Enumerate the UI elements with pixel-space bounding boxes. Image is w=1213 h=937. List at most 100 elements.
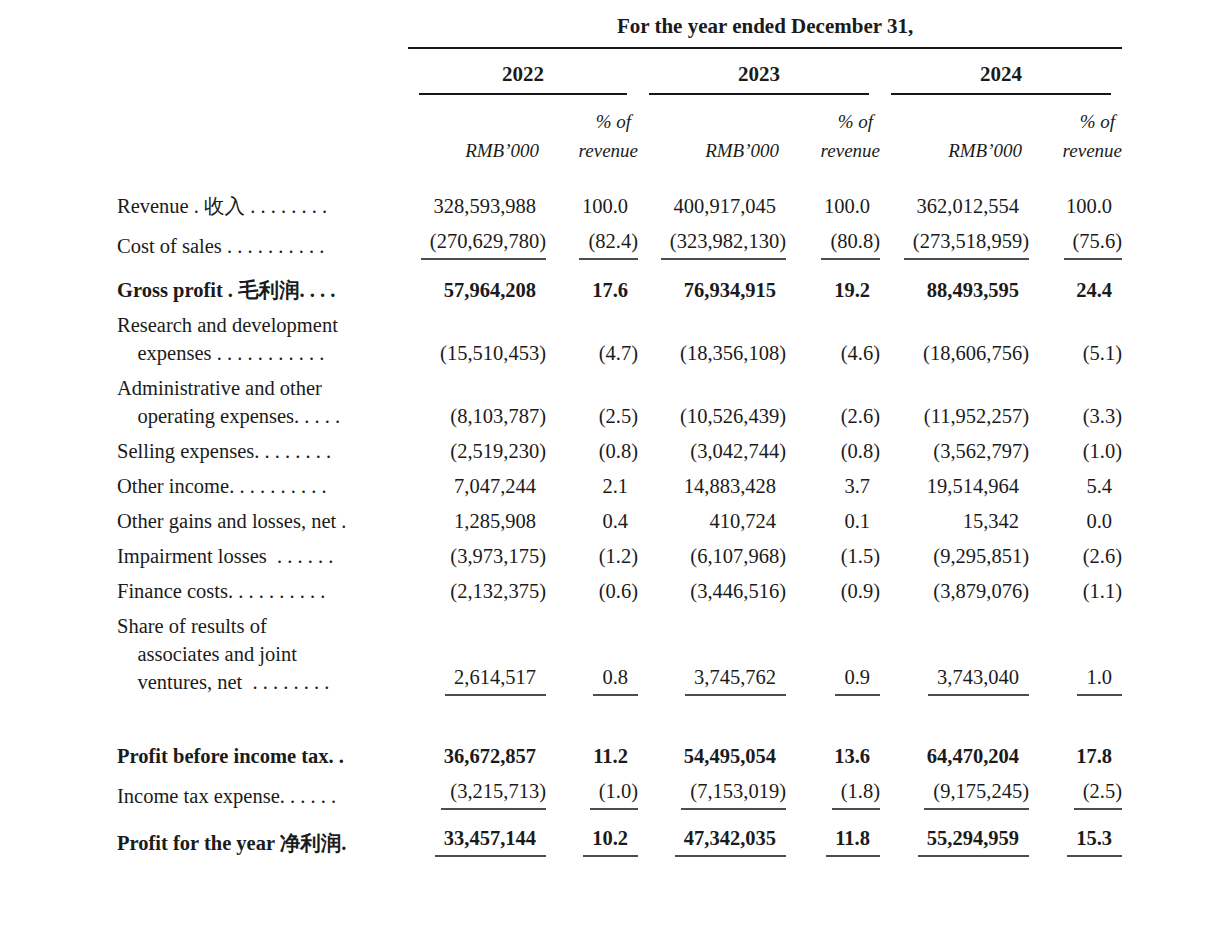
pct-2022: 11.2 xyxy=(546,696,638,770)
pct-2022: (4.7) xyxy=(546,304,638,367)
row-cost-of-sales: Cost of sales . . . . . . . . . . (270,6… xyxy=(117,220,1122,260)
value-2022: (2,132,375) xyxy=(408,570,546,605)
value-2023: 410,724 xyxy=(638,500,786,535)
year-header-2024: 2024 xyxy=(880,48,1122,95)
pct-2024: 17.8 xyxy=(1029,696,1122,770)
value-2022: 36,672,857 xyxy=(408,696,546,770)
value-2022: 7,047,244 xyxy=(408,465,546,500)
value-2022: 57,964,208 xyxy=(408,260,546,304)
value-2024: (11,952,257) xyxy=(880,367,1029,430)
pct-2023: 0.9 xyxy=(786,605,880,696)
period-header-row: For the year ended December 31, xyxy=(117,12,1122,48)
value-2024: 55,294,959 xyxy=(880,810,1029,857)
unit-label: RMB’000 xyxy=(408,136,546,165)
pct-2022: (82.4) xyxy=(546,220,638,260)
pct-2022: 0.4 xyxy=(546,500,638,535)
value-2023: 76,934,915 xyxy=(638,260,786,304)
pct-2022: 17.6 xyxy=(546,260,638,304)
value-2023: (3,042,744) xyxy=(638,430,786,465)
pct-2024: 0.0 xyxy=(1029,500,1122,535)
year-header-2023: 2023 xyxy=(638,48,880,95)
row-label: Administrative and other operating expen… xyxy=(117,367,408,430)
pct-2022: 2.1 xyxy=(546,465,638,500)
row-other-gains-losses: Other gains and losses, net . 1,285,908 … xyxy=(117,500,1122,535)
value-2022: (8,103,787) xyxy=(408,367,546,430)
pct-2024: 5.4 xyxy=(1029,465,1122,500)
pct-2022: (1.0) xyxy=(546,770,638,810)
value-2024: (9,295,851) xyxy=(880,535,1029,570)
header-spacer xyxy=(117,95,408,165)
value-2024: (273,518,959) xyxy=(880,220,1029,260)
pct-2023: (0.9) xyxy=(786,570,880,605)
row-label: Cost of sales . . . . . . . . . . xyxy=(117,220,408,260)
unit-label: RMB’000 xyxy=(880,136,1029,165)
value-2022: (2,519,230) xyxy=(408,430,546,465)
value-2022: 33,457,144 xyxy=(408,810,546,857)
row-other-income: Other income. . . . . . . . . . 7,047,24… xyxy=(117,465,1122,500)
pct-2023: (0.8) xyxy=(786,430,880,465)
value-2024: 64,470,204 xyxy=(880,696,1029,770)
row-impairment-losses: Impairment losses . . . . . . (3,973,175… xyxy=(117,535,1122,570)
row-label: Share of results of associates and joint… xyxy=(117,605,408,696)
value-2024: 362,012,554 xyxy=(880,165,1029,220)
value-2023: (18,356,108) xyxy=(638,304,786,367)
pct-2024: (5.1) xyxy=(1029,304,1122,367)
value-2023: 400,917,045 xyxy=(638,165,786,220)
pct-of-label: % of xyxy=(786,107,880,136)
value-2023: (10,526,439) xyxy=(638,367,786,430)
row-selling-expenses: Selling expenses. . . . . . . . (2,519,2… xyxy=(117,430,1122,465)
row-revenue: Revenue . 收入 . . . . . . . . 328,593,988… xyxy=(117,165,1122,220)
value-2024: 3,743,040 xyxy=(880,605,1029,696)
pct-2023: 13.6 xyxy=(786,696,880,770)
revenue-label: revenue xyxy=(786,136,880,165)
row-label: Profit before income tax. . xyxy=(117,696,408,770)
revenue-label: revenue xyxy=(1029,136,1122,165)
year-label: 2023 xyxy=(649,60,869,95)
pct-of-revenue-header-2024: % ofrevenue xyxy=(1029,95,1122,165)
row-profit-before-tax: Profit before income tax. . 36,672,857 1… xyxy=(117,696,1122,770)
row-label: Profit for the year 净利润. xyxy=(117,810,408,857)
pct-2023: 19.2 xyxy=(786,260,880,304)
row-label: Selling expenses. . . . . . . . xyxy=(117,430,408,465)
pct-2022: (0.8) xyxy=(546,430,638,465)
financial-statement-page: For the year ended December 31, 2022 202… xyxy=(0,0,1213,857)
row-label: Finance costs. . . . . . . . . . xyxy=(117,570,408,605)
pct-of-revenue-header-2022: % ofrevenue xyxy=(546,95,638,165)
pct-2023: (2.6) xyxy=(786,367,880,430)
value-2023: (6,107,968) xyxy=(638,535,786,570)
row-gross-profit: Gross profit . 毛利润. . . . 57,964,208 17.… xyxy=(117,260,1122,304)
pct-of-label: % of xyxy=(546,107,638,136)
pct-2022: (0.6) xyxy=(546,570,638,605)
pct-2023: (80.8) xyxy=(786,220,880,260)
pct-of-revenue-header-2023: % ofrevenue xyxy=(786,95,880,165)
row-label: Other income. . . . . . . . . . xyxy=(117,465,408,500)
year-label: 2022 xyxy=(419,60,627,95)
pct-2022: (2.5) xyxy=(546,367,638,430)
header-spacer xyxy=(117,12,408,48)
row-income-tax: Income tax expense. . . . . . (3,215,713… xyxy=(117,770,1122,810)
pct-2024: 1.0 xyxy=(1029,605,1122,696)
pct-2023: 100.0 xyxy=(786,165,880,220)
pct-of-label: % of xyxy=(1029,107,1122,136)
unit-label: RMB’000 xyxy=(638,136,786,165)
row-label: Gross profit . 毛利润. . . . xyxy=(117,260,408,304)
value-2022: 2,614,517 xyxy=(408,605,546,696)
pct-2024: 100.0 xyxy=(1029,165,1122,220)
value-2023: 14,883,428 xyxy=(638,465,786,500)
pct-2022: 0.8 xyxy=(546,605,638,696)
row-label: Impairment losses . . . . . . xyxy=(117,535,408,570)
pct-2023: 0.1 xyxy=(786,500,880,535)
row-label: Revenue . 收入 . . . . . . . . xyxy=(117,165,408,220)
value-2022: (3,215,713) xyxy=(408,770,546,810)
pct-2022: 10.2 xyxy=(546,810,638,857)
value-2023: (3,446,516) xyxy=(638,570,786,605)
pct-2023: (4.6) xyxy=(786,304,880,367)
column-subheader-row: RMB’000 % ofrevenue RMB’000 % ofrevenue … xyxy=(117,95,1122,165)
pct-2023: 11.8 xyxy=(786,810,880,857)
pct-2024: (1.1) xyxy=(1029,570,1122,605)
year-header-row: 2022 2023 2024 xyxy=(117,48,1122,95)
pct-2024: (2.6) xyxy=(1029,535,1122,570)
row-profit-for-year: Profit for the year 净利润. 33,457,144 10.2… xyxy=(117,810,1122,857)
period-header: For the year ended December 31, xyxy=(408,12,1122,48)
value-2023: (323,982,130) xyxy=(638,220,786,260)
